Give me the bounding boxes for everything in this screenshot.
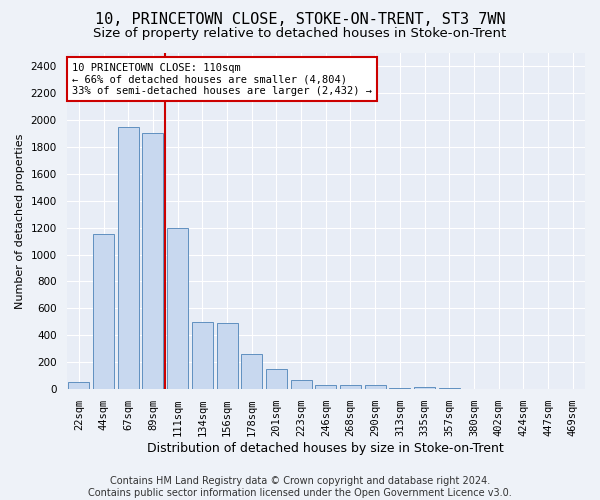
Bar [290,380,311,389]
Bar [167,228,188,389]
Bar [118,126,139,389]
Text: Contains HM Land Registry data © Crown copyright and database right 2024.
Contai: Contains HM Land Registry data © Crown c… [88,476,512,498]
Bar [463,388,484,389]
X-axis label: Distribution of detached houses by size in Stoke-on-Trent: Distribution of detached houses by size … [148,442,504,455]
Bar [217,323,238,389]
Bar [68,382,89,389]
Bar [241,354,262,389]
Bar [142,134,163,389]
Text: 10 PRINCETOWN CLOSE: 110sqm
← 66% of detached houses are smaller (4,804)
33% of : 10 PRINCETOWN CLOSE: 110sqm ← 66% of det… [72,62,372,96]
Text: Size of property relative to detached houses in Stoke-on-Trent: Size of property relative to detached ho… [94,28,506,40]
Bar [365,384,386,389]
Bar [192,322,213,389]
Bar [414,387,435,389]
Bar [488,388,509,389]
Text: 10, PRINCETOWN CLOSE, STOKE-ON-TRENT, ST3 7WN: 10, PRINCETOWN CLOSE, STOKE-ON-TRENT, ST… [95,12,505,28]
Bar [93,234,114,389]
Bar [389,388,410,389]
Bar [439,388,460,389]
Bar [315,384,336,389]
Bar [266,369,287,389]
Bar [340,384,361,389]
Y-axis label: Number of detached properties: Number of detached properties [15,133,25,308]
